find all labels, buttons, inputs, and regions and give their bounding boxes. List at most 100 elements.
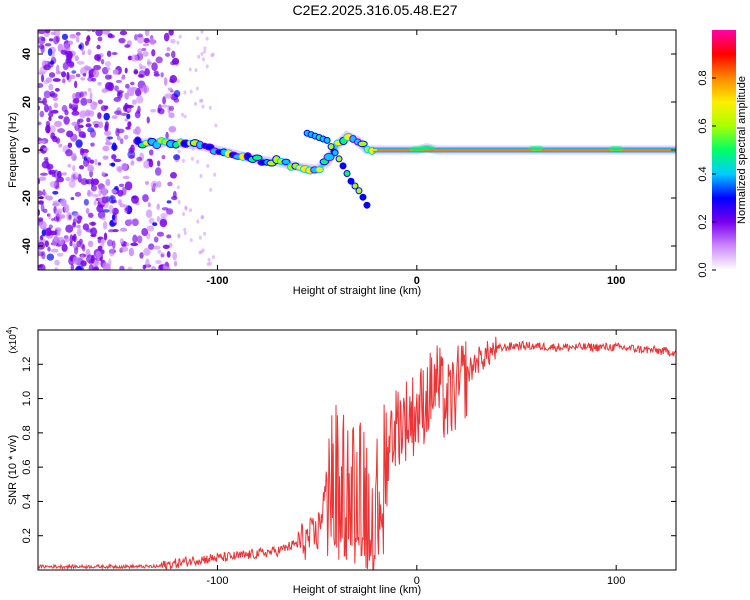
noise-blob <box>137 105 141 114</box>
noise-blob <box>83 156 87 161</box>
noise-blob <box>143 37 150 44</box>
noise-blob <box>130 160 135 166</box>
colorbar-label: Normalized spectral amplitude <box>736 76 748 224</box>
noise-blob <box>211 52 215 57</box>
noise-blob <box>133 70 139 74</box>
noise-blob <box>72 165 76 172</box>
noise-blob <box>92 193 99 198</box>
noise-blob <box>48 72 56 78</box>
colorbar-tick-label: 0.6 <box>697 118 709 133</box>
noise-blob <box>63 204 70 213</box>
noise-blob <box>44 227 52 237</box>
noise-blob <box>142 51 149 57</box>
noise-blob <box>49 181 57 188</box>
noise-blob <box>112 69 119 75</box>
noise-blob <box>128 154 135 159</box>
noise-blob <box>69 241 73 247</box>
trace-blob <box>315 166 324 174</box>
noise-blob <box>96 44 101 50</box>
noise-blob <box>125 219 133 226</box>
noise-blob <box>158 264 164 270</box>
noise-blob <box>136 156 143 162</box>
noise-blob <box>40 203 45 212</box>
noise-blob <box>112 228 119 233</box>
noise-blob <box>101 187 108 197</box>
noise-blob <box>74 55 80 62</box>
noise-blob <box>53 30 61 37</box>
noise-blob <box>38 217 44 222</box>
noise-blob <box>121 162 128 171</box>
noise-blob <box>43 64 51 71</box>
noise-blob <box>141 85 150 94</box>
noise-blob <box>142 43 150 47</box>
noise-blob <box>38 178 41 185</box>
noise-blob <box>52 202 60 207</box>
noise-blob <box>104 121 109 129</box>
noise-blob <box>54 209 62 217</box>
noise-blob <box>38 248 41 254</box>
noise-blob <box>75 73 81 78</box>
noise-blob <box>144 30 150 37</box>
noise-blob <box>203 46 207 51</box>
noise-blob <box>173 260 178 267</box>
noise-blob <box>142 194 149 203</box>
noise-blob <box>138 70 146 78</box>
noise-blob <box>76 265 84 270</box>
noise-blob <box>58 143 63 148</box>
noise-blob <box>148 217 155 224</box>
noise-blob <box>136 95 144 104</box>
spectrogram-x-tick-label: 100 <box>607 275 625 287</box>
noise-blob <box>172 251 178 261</box>
noise-blob <box>104 74 112 80</box>
noise-blob <box>50 132 56 140</box>
noise-blob <box>181 158 185 163</box>
noise-blob <box>89 159 95 164</box>
snr-plot-area <box>38 330 676 570</box>
noise-blob <box>118 37 126 44</box>
noise-blob <box>206 163 210 168</box>
noise-blob <box>176 79 180 84</box>
branch-blob <box>343 170 351 178</box>
spectrogram-y-tick-label: 40 <box>21 48 33 60</box>
noise-blob <box>100 59 105 65</box>
noise-blob <box>161 104 169 108</box>
noise-blob <box>111 142 117 152</box>
noise-blob <box>98 188 102 197</box>
snr-y-tick-label: 0.4 <box>21 494 33 509</box>
noise-blob <box>45 158 49 165</box>
noise-blob <box>50 60 55 65</box>
snr-multiplier-close: ) <box>8 326 19 329</box>
noise-blob <box>55 64 60 74</box>
noise-blob <box>144 181 150 186</box>
noise-blob <box>72 98 80 104</box>
noise-blob <box>77 215 83 221</box>
noise-blob <box>156 203 160 211</box>
noise-blob <box>111 189 117 194</box>
noise-blob <box>115 127 120 137</box>
noise-blob <box>45 124 51 134</box>
noise-blob <box>189 89 193 94</box>
noise-blob <box>120 246 129 253</box>
noise-blob <box>173 98 180 103</box>
noise-blob <box>53 36 59 45</box>
noise-blob <box>88 73 92 79</box>
noise-blob <box>57 128 66 134</box>
branch-blob <box>363 201 371 209</box>
noise-blob <box>119 265 125 270</box>
branch-blob <box>335 155 343 163</box>
noise-blob <box>144 68 150 77</box>
noise-blob <box>85 254 94 264</box>
noise-blob <box>67 142 73 148</box>
noise-blob <box>71 153 77 162</box>
spectrogram-ticks: -100 0 100 -40 -20 0 20 40 <box>21 30 676 287</box>
noise-blob <box>119 227 128 232</box>
chart-title: C2E2.2025.316.05.48.E27 <box>292 2 457 18</box>
noise-blob <box>151 265 157 270</box>
noise-blob <box>145 258 150 268</box>
spectrogram-y-tick-label: 0 <box>21 147 33 153</box>
noise-blob <box>131 218 139 227</box>
snr-x-tick-label: -100 <box>206 575 228 587</box>
noise-blob <box>118 183 125 187</box>
noise-blob <box>44 43 52 47</box>
noise-blob <box>104 61 111 67</box>
